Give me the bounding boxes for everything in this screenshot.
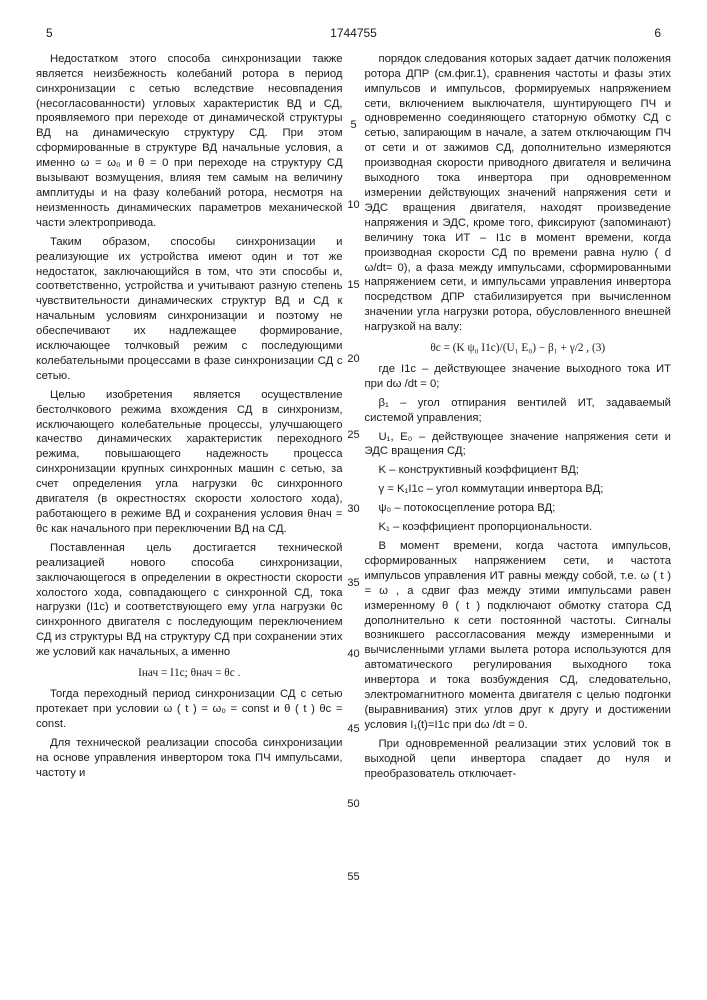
line-number: 45 [346,722,362,737]
line-number: 10 [346,198,362,213]
page-header: 5 1744755 6 [36,26,671,42]
pagenum-left: 5 [46,26,53,42]
line-number: 55 [346,870,362,885]
line-number: 30 [346,502,362,517]
text-columns: Недостатком этого способа синхронизации … [36,52,671,785]
para: где I1c – действующее значение выходного… [365,362,672,392]
para: При одновременной реализации этих услови… [365,737,672,782]
para: Таким образом, способы синхронизации и р… [36,235,343,384]
para: В момент времени, когда частота импульсо… [365,539,672,733]
line-number: 15 [346,278,362,293]
para: порядок следования которых задает датчик… [365,52,672,335]
line-number: 35 [346,576,362,591]
equation: Iнач = I1c; θнач = θc . [36,666,343,681]
line-number: 40 [346,647,362,662]
para: Целью изобретения является осуществление… [36,388,343,537]
line-number: 50 [346,797,362,812]
doc-number: 1744755 [330,26,377,42]
para: Поставленная цель достигается техническо… [36,541,343,660]
para: U₁, E₀ – действующее значение напряжения… [365,430,672,460]
equation-3: θc = (K ψ₀ I1c)/(U₁ E₀) − β₁ + γ/2 , (3) [365,341,672,356]
line-number: 20 [346,352,362,367]
para: Тогда переходный период синхронизации СД… [36,687,343,732]
para: Для технической реализации способа синхр… [36,736,343,781]
para: β₁ – угол отпирания вентилей ИТ, задавае… [365,396,672,426]
para: γ = K₁I1c – угол коммутации инвертора ВД… [365,482,672,497]
pagenum-right: 6 [654,26,661,42]
para: Недостатком этого способа синхронизации … [36,52,343,231]
line-number: 25 [346,428,362,443]
para: K – конструктивный коэффициент ВД; [365,463,672,478]
page: 5 1744755 6 5 10 15 20 25 30 35 40 45 50 55 Недост… [0,0,707,1000]
line-number: 5 [346,118,362,133]
para: ψ₀ – потокосцепление ротора ВД; [365,501,672,516]
para: K₁ – коэффициент пропорциональности. [365,520,672,535]
